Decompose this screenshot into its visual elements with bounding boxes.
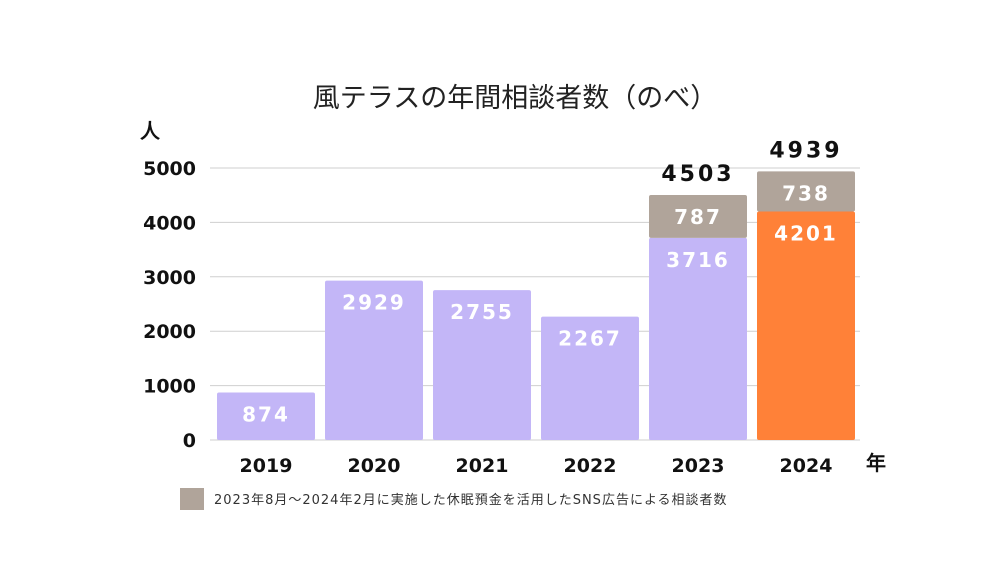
bar-value-label: 874 xyxy=(242,402,290,426)
x-tick-label: 2023 xyxy=(672,455,725,477)
x-tick-label: 2021 xyxy=(456,455,509,477)
x-tick-label: 2020 xyxy=(348,455,401,477)
y-tick-label: 0 xyxy=(183,430,196,452)
y-tick-label: 1000 xyxy=(143,376,196,398)
bar-sns-2024 xyxy=(757,171,855,212)
x-axis-ticks: 2019 2020 2021 2022 2023 2024 xyxy=(240,455,833,477)
bar-base-2022 xyxy=(541,316,639,440)
bar-value-label: 2267 xyxy=(558,327,622,351)
bar-total-label: 4939 xyxy=(769,138,842,163)
legend-label: 2023年8月〜2024年2月に実施した休眠預金を活用したSNS広告による相談者… xyxy=(214,492,728,508)
bar-base-2024 xyxy=(757,211,855,440)
bars: 874 2929 2755 2267 3716 787 4503 4201 738 4939 xyxy=(217,138,855,440)
y-tick-label: 4000 xyxy=(143,212,196,234)
bar-sns-value-label: 738 xyxy=(782,181,830,205)
bar-value-label: 2755 xyxy=(450,300,514,324)
bar-value-label: 4201 xyxy=(774,221,838,245)
bar-sns-value-label: 787 xyxy=(674,205,722,229)
x-tick-label: 2024 xyxy=(780,455,833,477)
chart-title: 風テラスの年間相談者数（のべ） xyxy=(313,83,717,114)
x-tick-label: 2022 xyxy=(564,455,617,477)
y-tick-label: 2000 xyxy=(143,321,196,343)
gridlines xyxy=(210,167,860,441)
bar-base-2021 xyxy=(433,290,531,440)
y-tick-label: 3000 xyxy=(143,267,196,289)
legend: 2023年8月〜2024年2月に実施した休眠預金を活用したSNS広告による相談者… xyxy=(180,488,728,510)
x-axis-unit: 年 xyxy=(866,451,886,475)
bar-base-2023 xyxy=(649,237,747,440)
bar-base-2019 xyxy=(217,392,315,440)
y-axis-ticks: 0 1000 2000 3000 4000 5000 xyxy=(143,158,196,452)
legend-swatch xyxy=(180,488,204,510)
bar-total-label: 4503 xyxy=(661,162,734,187)
bar-sns-2023 xyxy=(649,195,747,238)
bar-base-2020 xyxy=(325,280,423,440)
x-tick-label: 2019 xyxy=(240,455,293,477)
bar-value-label: 2929 xyxy=(342,291,406,315)
bar-value-label: 3716 xyxy=(666,248,730,272)
y-tick-label: 5000 xyxy=(143,158,196,180)
y-axis-unit: 人 xyxy=(140,119,161,143)
